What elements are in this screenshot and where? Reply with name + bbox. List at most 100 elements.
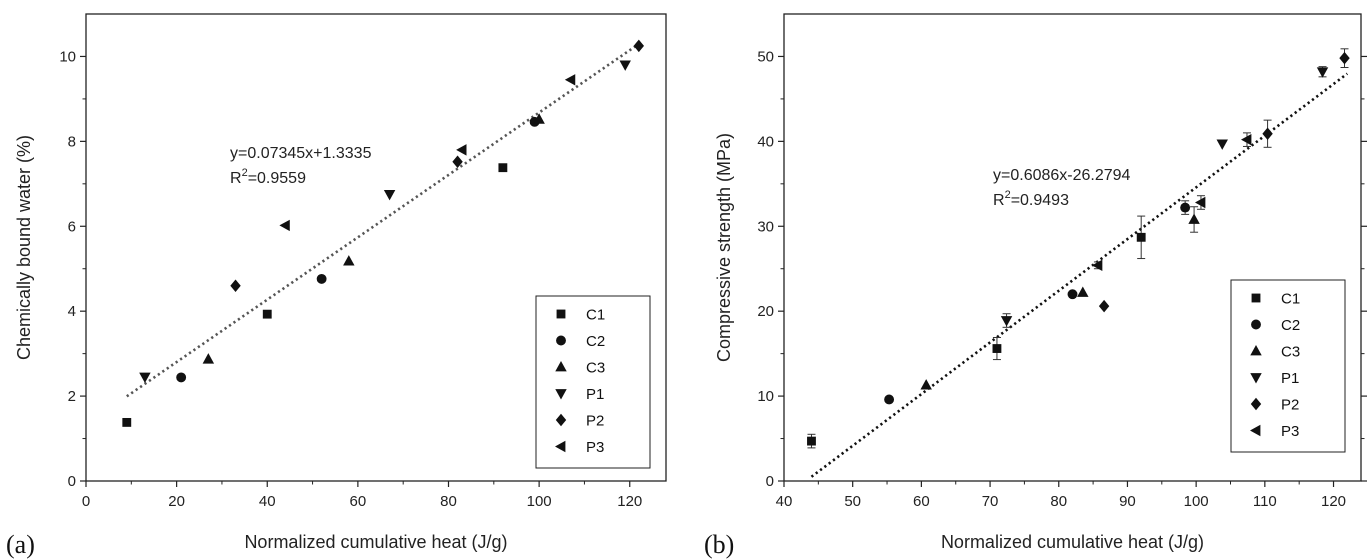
y-tick-label: 20 xyxy=(757,303,774,320)
y-tick-label: 0 xyxy=(766,473,774,490)
legend-label: C2 xyxy=(586,333,605,350)
legend-label: P3 xyxy=(1281,423,1299,440)
legend-label: C2 xyxy=(1281,317,1300,334)
legend-label: P3 xyxy=(586,439,604,456)
data-point-c2 xyxy=(1180,202,1191,213)
panel-label: (b) xyxy=(704,530,734,559)
chart-panel-a: 0 20 40 60 80 100 120 0 2 4 6 8 10 Normalized cumulat… xyxy=(6,13,667,559)
y-tick-label: 10 xyxy=(59,48,76,65)
data-point-c2 xyxy=(1067,289,1078,300)
legend-marker-p3 xyxy=(1250,424,1261,437)
legend-marker-c2 xyxy=(556,335,566,346)
regression-line xyxy=(810,72,1349,478)
data-point-p3 xyxy=(564,74,576,86)
y-tick-label: 4 xyxy=(68,303,76,320)
data-point-p2 xyxy=(230,279,241,292)
panel-label: (a) xyxy=(6,530,35,559)
data-point-p2 xyxy=(633,39,645,53)
legend-label: C3 xyxy=(1281,344,1300,361)
r-squared: R2=0.9559 xyxy=(230,167,306,187)
r-squared-superscript: 2 xyxy=(1005,189,1011,201)
data-point-c3 xyxy=(1077,286,1089,297)
data-point-c1 xyxy=(262,309,272,319)
data-point-p1 xyxy=(139,372,151,383)
y-tick-label: 50 xyxy=(757,48,774,65)
legend-label: P2 xyxy=(586,413,604,430)
data-point-c1 xyxy=(1136,232,1146,242)
r-squared-symbol: R xyxy=(993,192,1005,209)
data-point-c3 xyxy=(533,113,545,124)
r-squared-superscript: 2 xyxy=(242,167,248,179)
x-tick-label: 70 xyxy=(982,493,999,510)
legend-marker-c1 xyxy=(1251,293,1261,303)
y-tick-label: 2 xyxy=(68,388,76,405)
r-squared-symbol: R xyxy=(230,170,242,187)
data-point-c2 xyxy=(316,273,327,284)
data-point-p2 xyxy=(1098,299,1110,313)
x-tick-label: 110 xyxy=(1253,493,1277,510)
x-tick-label: 120 xyxy=(617,493,642,510)
data-point-c1 xyxy=(122,417,132,427)
data-point-c1 xyxy=(992,344,1002,353)
y-axis-title: Compressive strength (MPa) xyxy=(714,133,734,362)
legend-label: P1 xyxy=(1281,370,1299,387)
data-point-p1 xyxy=(1000,316,1013,327)
data-point-c3 xyxy=(202,353,215,364)
legend-marker-c1 xyxy=(556,309,566,319)
legend-marker-p2 xyxy=(1250,397,1262,411)
data-point-p3 xyxy=(279,219,290,232)
x-tick-label: 50 xyxy=(844,493,861,510)
y-tick-label: 6 xyxy=(68,218,76,235)
x-tick-label: 100 xyxy=(1184,493,1209,510)
r-squared: R2=0.9493 xyxy=(993,189,1069,209)
data-point-p1 xyxy=(619,60,631,71)
x-tick-label: 90 xyxy=(1119,493,1136,510)
x-tick-label: 40 xyxy=(259,493,276,510)
data-point-c1 xyxy=(498,163,508,173)
chart-panel-b: 40 50 60 70 80 90 100 110 120 0 10 20 30 40 50 Normaliz… xyxy=(704,13,1367,559)
x-tick-label: 0 xyxy=(82,493,90,510)
legend-label: P1 xyxy=(586,386,604,403)
data-point-p3 xyxy=(1091,259,1103,272)
regression-equation: y=0.6086x-26.2794 xyxy=(993,167,1131,184)
data-point-p3 xyxy=(1240,133,1252,146)
data-point-p3 xyxy=(456,144,467,156)
data-point-p1 xyxy=(1216,139,1228,150)
x-tick-label: 80 xyxy=(1050,493,1067,510)
y-tick-label: 8 xyxy=(68,133,76,150)
r-squared-value: =0.9559 xyxy=(248,170,306,187)
y-tick-label: 0 xyxy=(68,473,76,490)
data-point-p1 xyxy=(383,190,396,201)
data-point-c2 xyxy=(884,394,895,405)
data-point-c3 xyxy=(920,379,932,390)
x-tick-label: 100 xyxy=(527,493,552,510)
r-squared-value: =0.9493 xyxy=(1011,192,1069,209)
x-tick-label: 40 xyxy=(776,493,793,510)
data-point-p3 xyxy=(1194,196,1206,209)
x-tick-label: 20 xyxy=(168,493,185,510)
data-point-c1 xyxy=(807,436,816,446)
legend-label: C1 xyxy=(1281,291,1300,308)
legend-label: P2 xyxy=(1281,397,1299,414)
x-tick-label: 80 xyxy=(440,493,457,510)
data-point-p2 xyxy=(1339,51,1350,65)
plot-frame xyxy=(85,13,667,482)
y-tick-label: 10 xyxy=(757,388,774,405)
x-tick-label: 60 xyxy=(350,493,367,510)
legend-marker-p3 xyxy=(555,440,566,453)
x-axis-title: Normalized cumulative heat (J/g) xyxy=(244,532,507,552)
data-point-c2 xyxy=(176,372,187,383)
legend-box xyxy=(535,295,651,469)
legend-marker-c2 xyxy=(1251,319,1261,330)
legend-label: C1 xyxy=(586,307,605,324)
legend-marker-p1 xyxy=(555,389,567,400)
legend-marker-p2 xyxy=(555,413,567,427)
legend-box xyxy=(1230,279,1346,453)
plot-frame xyxy=(783,13,1362,482)
regression-equation: y=0.07345x+1.3335 xyxy=(230,145,372,162)
data-point-p2 xyxy=(452,155,463,168)
data-point-p2 xyxy=(1262,127,1273,140)
legend-label: C3 xyxy=(586,360,605,377)
x-tick-label: 120 xyxy=(1321,493,1346,510)
